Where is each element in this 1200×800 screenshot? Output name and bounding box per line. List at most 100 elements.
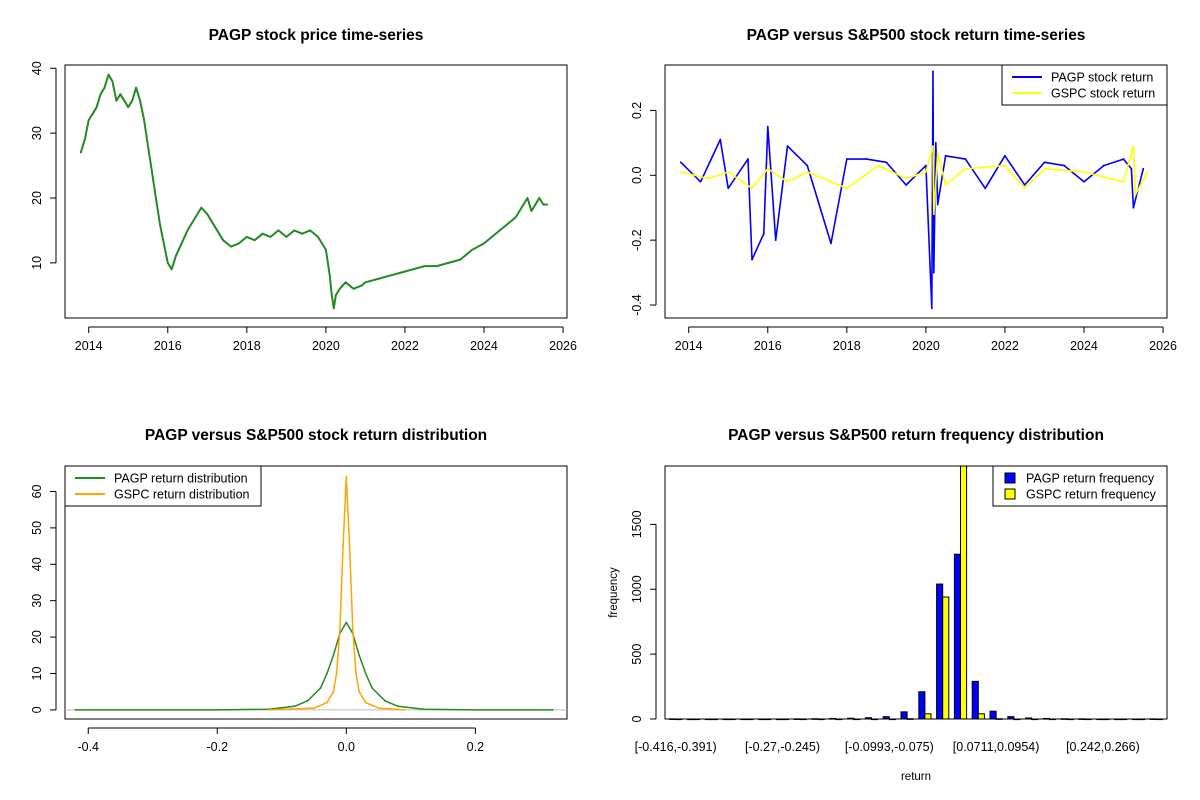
data-point [91, 112, 94, 115]
data-point [324, 248, 327, 251]
data-point [326, 701, 328, 704]
data-point [530, 210, 533, 212]
data-point [877, 164, 880, 167]
bar-1 [1131, 718, 1140, 721]
data-point [1130, 167, 1133, 170]
data-point [230, 245, 232, 248]
data-point [277, 229, 280, 232]
x-tick-label: 2018 [833, 339, 861, 353]
bar-1 [900, 711, 908, 720]
data-point [119, 93, 122, 96]
data-point [447, 261, 450, 264]
data-point [351, 628, 354, 631]
data-point [707, 177, 710, 180]
data-point [411, 268, 414, 271]
data-point [934, 141, 937, 144]
legend: PAGP return distribution GSPC return dist… [64, 465, 262, 507]
y-tick-label: 60 [30, 484, 44, 498]
bar-2 [995, 718, 1003, 720]
data-point [158, 223, 161, 225]
bar-1 [740, 718, 748, 721]
bar-2 [1120, 718, 1128, 721]
data-point [542, 203, 545, 206]
data-point [1083, 180, 1085, 183]
legend-swatch [1004, 472, 1016, 484]
data-point [719, 138, 722, 141]
series-line-1 [680, 70, 1145, 310]
data-point [538, 197, 541, 199]
data-point [885, 161, 888, 164]
bar-2 [1049, 718, 1057, 721]
legend-box [64, 465, 262, 507]
x-tick-label: 0.0 [338, 740, 355, 754]
data-point [751, 258, 753, 261]
bar-1 [882, 716, 890, 720]
data-point [932, 70, 934, 73]
data-point [932, 145, 934, 147]
bar-2 [692, 718, 701, 721]
data-point [332, 307, 335, 310]
data-point [1004, 164, 1006, 167]
data-point [924, 164, 927, 167]
data-point [786, 145, 789, 147]
data-point [216, 708, 219, 711]
data-point [313, 707, 315, 709]
data-point [1132, 145, 1135, 147]
chart-panel-2: PAGP versus S&P500 stock return time-ser… [630, 27, 1177, 353]
data-point [924, 171, 927, 173]
chart-title: PAGP versus S&P500 stock return time-ser… [747, 27, 1086, 44]
data-point [1146, 171, 1149, 173]
bar-2 [1102, 718, 1110, 721]
y-tick-label: 20 [30, 630, 44, 644]
data-point [936, 203, 939, 206]
bar-2 [728, 718, 736, 721]
data-point [905, 177, 908, 180]
chart-panel-3: PAGP versus S&P500 stock return distribu… [30, 427, 568, 754]
x-tick-label: 2016 [754, 339, 782, 353]
bar-1 [686, 718, 694, 721]
x-axis-label: return [901, 771, 931, 783]
data-point [222, 239, 225, 242]
y-tick-label: 30 [30, 126, 44, 140]
data-point [944, 154, 947, 157]
data-point [1004, 154, 1006, 157]
bar-1 [1060, 718, 1068, 720]
x-tick-label: 2026 [549, 339, 577, 353]
data-point [319, 687, 322, 689]
x-tick-label: 2024 [470, 339, 498, 353]
bar-1 [722, 718, 730, 721]
bar-2 [1031, 718, 1039, 721]
data-point [388, 274, 391, 277]
x-tick-label: 2022 [391, 339, 419, 353]
bar-1 [936, 583, 944, 720]
bar-2 [906, 718, 914, 720]
bar-1 [811, 718, 819, 720]
bar-2 [960, 465, 968, 720]
data-point [245, 236, 248, 238]
data-point [1102, 164, 1105, 167]
data-point [103, 86, 106, 89]
data-point [1023, 187, 1026, 190]
data-point [143, 119, 145, 122]
legend-label: PAGP return distribution [114, 472, 248, 486]
chart-title: PAGP versus S&P500 stock return distribu… [145, 427, 487, 444]
bar-1 [847, 717, 855, 720]
data-point [345, 476, 348, 478]
y-tick-label: 10 [30, 666, 44, 680]
bar-2 [1155, 718, 1163, 721]
y-tick-label: 10 [30, 256, 44, 270]
data-point [727, 187, 730, 190]
x-tick-label: 2014 [75, 339, 103, 353]
data-point [905, 184, 908, 186]
x-tick-label: -0.2 [207, 740, 229, 754]
data-point [546, 203, 549, 206]
data-point [526, 197, 529, 199]
bar-2 [888, 718, 896, 721]
y-tick-label: 30 [30, 594, 44, 608]
data-point [269, 236, 272, 238]
data-point [301, 232, 304, 235]
data-point [423, 265, 426, 268]
x-tick-label: 2020 [912, 339, 940, 353]
y-tick-label: 0 [30, 706, 44, 713]
